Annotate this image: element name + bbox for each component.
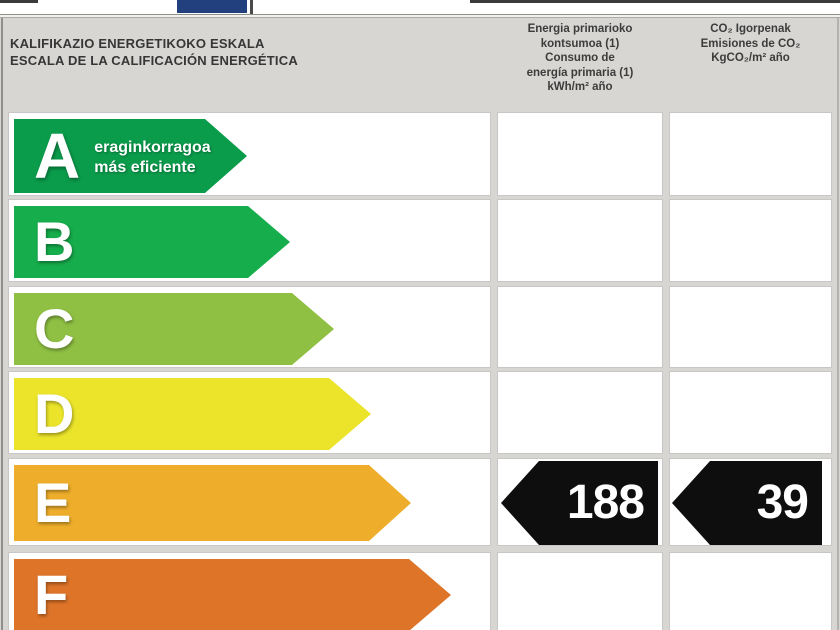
top-divider: [0, 14, 840, 18]
rating-arrow-c: C: [14, 293, 334, 365]
energy-indicator-value: 188: [566, 476, 645, 529]
rating-arrow-b: B: [14, 206, 290, 278]
co2-value-cell-d: [669, 371, 832, 454]
scale-title-spanish: ESCALA DE LA CALIFICACIÓN ENERGÉTICA: [10, 53, 298, 68]
rating-cell-d: D: [8, 371, 491, 454]
energy-value-cell-a: [497, 112, 663, 196]
energy-header-line-2: kontsumoa (1): [540, 37, 620, 50]
rating-a-sublabel: eraginkorragoa más eficiente: [94, 138, 210, 178]
energy-value-cell-f: [497, 552, 663, 630]
co2-value-cell-f: [669, 552, 832, 630]
co2-header-line-1: CO₂ Igorpenak: [710, 23, 791, 35]
energy-header-line-4: energía primaria (1): [526, 66, 634, 79]
energy-value-cell-d: [497, 371, 663, 454]
clipped-border-right: [470, 0, 840, 3]
rating-cell-f: F: [8, 552, 491, 630]
rating-cell-a: A eraginkorragoa más eficiente: [8, 112, 491, 196]
rating-letter-b: B: [34, 210, 75, 273]
energy-indicator-arrow: 188: [501, 461, 658, 545]
energy-header-line-5: kWh/m² año: [547, 81, 613, 93]
co2-header-line-3: KgCO₂/m² año: [711, 52, 790, 64]
rating-cell-b: B: [8, 199, 491, 282]
rating-letter-c: C: [34, 297, 75, 360]
rating-row-c: C: [0, 286, 840, 368]
top-strip: [0, 0, 840, 14]
clipped-border-left: [0, 0, 38, 3]
energy-value-cell-c: [497, 286, 663, 368]
rating-row-d: D: [0, 371, 840, 454]
rating-a-sublabel-spanish: más eficiente: [94, 159, 196, 176]
energy-header-line-3: Consumo de: [545, 52, 615, 64]
energy-header-line-1: Energia primarioko: [527, 23, 633, 35]
right-edge-border: [837, 18, 839, 630]
rating-cell-c: C: [8, 286, 491, 368]
rating-row-f: F: [0, 552, 840, 630]
clipped-vertical-line: [250, 0, 253, 14]
co2-indicator-value: 39: [756, 476, 809, 529]
co2-header-line-2: Emisiones de CO₂: [700, 37, 801, 50]
energy-value-cell-e: 188: [497, 458, 663, 546]
co2-value-cell-e: 39: [669, 458, 832, 546]
rating-row-a: A eraginkorragoa más eficiente: [0, 112, 840, 196]
energy-column-header: Energia primarioko kontsumoa (1) Consumo…: [497, 22, 663, 95]
left-edge-border: [1, 18, 3, 630]
rating-letter-d: D: [34, 382, 75, 445]
energy-value-cell-b: [497, 199, 663, 282]
rating-arrow-f: F: [14, 559, 451, 630]
co2-value-cell-b: [669, 199, 832, 282]
rating-row-b: B: [0, 199, 840, 282]
co2-column-header: CO₂ Igorpenak Emisiones de CO₂ KgCO₂/m² …: [669, 22, 832, 66]
scale-title: KALIFIKAZIO ENERGETIKOKO ESKALA ESCALA D…: [10, 35, 480, 69]
rating-a-sublabel-basque: eraginkorragoa: [94, 139, 211, 156]
rating-letter-e: E: [34, 471, 72, 534]
rating-arrow-a: A eraginkorragoa más eficiente: [14, 119, 247, 193]
clipped-blue-box: [177, 0, 247, 13]
rating-arrow-d: D: [14, 378, 371, 450]
co2-value-cell-a: [669, 112, 832, 196]
rating-cell-e: E: [8, 458, 491, 546]
co2-indicator-arrow: 39: [672, 461, 822, 545]
rating-arrow-e: E: [14, 465, 411, 541]
scale-title-basque: KALIFIKAZIO ENERGETIKOKO ESKALA: [10, 36, 265, 51]
rating-letter-f: F: [34, 563, 69, 626]
rating-row-e: E 188 39: [0, 458, 840, 546]
rating-letter-a: A: [34, 120, 81, 192]
co2-value-cell-c: [669, 286, 832, 368]
